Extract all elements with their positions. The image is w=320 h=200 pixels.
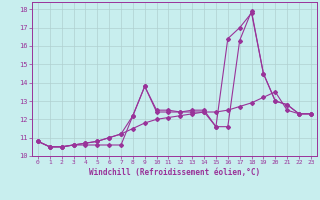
X-axis label: Windchill (Refroidissement éolien,°C): Windchill (Refroidissement éolien,°C) <box>89 168 260 177</box>
